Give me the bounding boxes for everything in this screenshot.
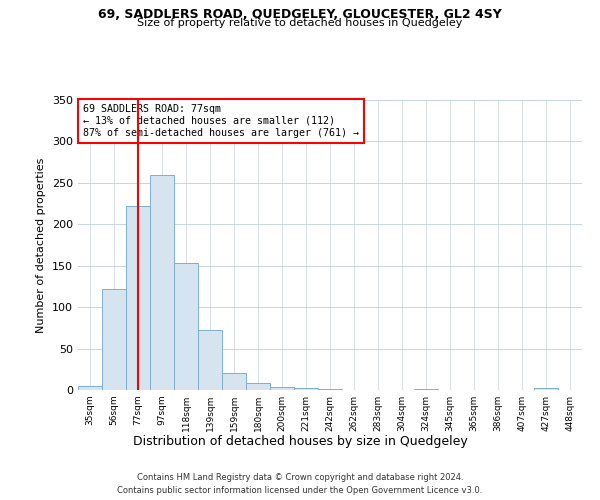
Bar (222, 374, 246, 390)
Bar (174, 263, 198, 390)
Bar (102, 289, 126, 390)
Bar (198, 330, 222, 390)
Text: Distribution of detached houses by size in Quedgeley: Distribution of detached houses by size … (133, 435, 467, 448)
Bar (414, 389, 438, 390)
Bar (246, 384, 270, 390)
Text: Contains HM Land Registry data © Crown copyright and database right 2024.
Contai: Contains HM Land Registry data © Crown c… (118, 474, 482, 495)
Text: 69 SADDLERS ROAD: 77sqm
← 13% of detached houses are smaller (112)
87% of semi-d: 69 SADDLERS ROAD: 77sqm ← 13% of detache… (83, 104, 359, 138)
Bar (150, 174, 174, 390)
Bar (78, 386, 102, 390)
Bar (534, 388, 558, 390)
Bar (126, 206, 150, 390)
Bar (270, 386, 294, 390)
Text: Size of property relative to detached houses in Quedgeley: Size of property relative to detached ho… (137, 18, 463, 28)
Bar (294, 388, 318, 390)
Y-axis label: Number of detached properties: Number of detached properties (37, 158, 46, 332)
Bar (318, 389, 342, 390)
Text: 69, SADDLERS ROAD, QUEDGELEY, GLOUCESTER, GL2 4SY: 69, SADDLERS ROAD, QUEDGELEY, GLOUCESTER… (98, 8, 502, 20)
